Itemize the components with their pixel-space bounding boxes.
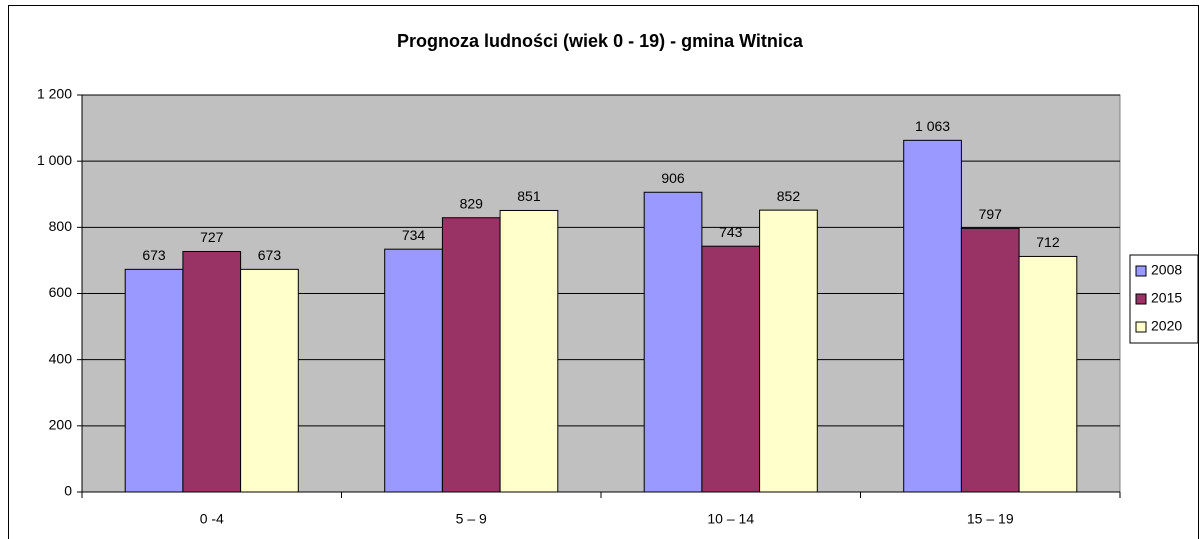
- legend-label: 2020: [1151, 318, 1182, 334]
- data-label: 852: [777, 188, 801, 204]
- data-label: 797: [979, 206, 1003, 222]
- y-tick-label: 1 200: [37, 86, 72, 102]
- legend-swatch: [1135, 293, 1147, 305]
- data-label: 673: [258, 247, 282, 263]
- bar: [643, 191, 703, 493]
- legend-label: 2015: [1151, 290, 1182, 306]
- bar: [903, 139, 962, 493]
- y-tick-label: 600: [49, 284, 73, 300]
- data-label: 673: [142, 247, 166, 263]
- bar: [384, 248, 443, 493]
- bar: [499, 209, 559, 493]
- y-tick-label: 200: [49, 417, 73, 433]
- data-label: 712: [1036, 234, 1060, 250]
- x-tick-label: 0 -4: [200, 511, 224, 527]
- x-tick-label: 5 – 9: [456, 511, 487, 527]
- legend-swatch: [1135, 321, 1147, 333]
- legend-label: 2008: [1151, 262, 1182, 278]
- y-tick-label: 1 000: [37, 152, 72, 168]
- data-label: 1 063: [915, 118, 950, 134]
- y-tick-label: 0: [64, 483, 72, 499]
- bar: [759, 209, 818, 493]
- bar: [240, 268, 299, 493]
- x-tick-label: 10 – 14: [707, 511, 754, 527]
- bar: [441, 217, 501, 493]
- data-label: 734: [402, 227, 426, 243]
- data-label: 829: [460, 195, 484, 211]
- chart-title: Prognoza ludności (wiek 0 - 19) - gmina …: [397, 31, 804, 51]
- data-label: 743: [719, 224, 743, 240]
- data-label: 727: [200, 229, 224, 245]
- y-tick-label: 800: [49, 218, 73, 234]
- data-label: 851: [517, 188, 541, 204]
- legend-swatch: [1135, 265, 1147, 277]
- bar: [701, 245, 761, 493]
- bar: [124, 268, 184, 493]
- bar: [1018, 255, 1078, 493]
- x-tick-label: 15 – 19: [967, 511, 1014, 527]
- bar: [182, 250, 242, 493]
- data-label: 906: [661, 170, 685, 186]
- y-tick-label: 400: [49, 350, 73, 366]
- bar: [960, 227, 1020, 493]
